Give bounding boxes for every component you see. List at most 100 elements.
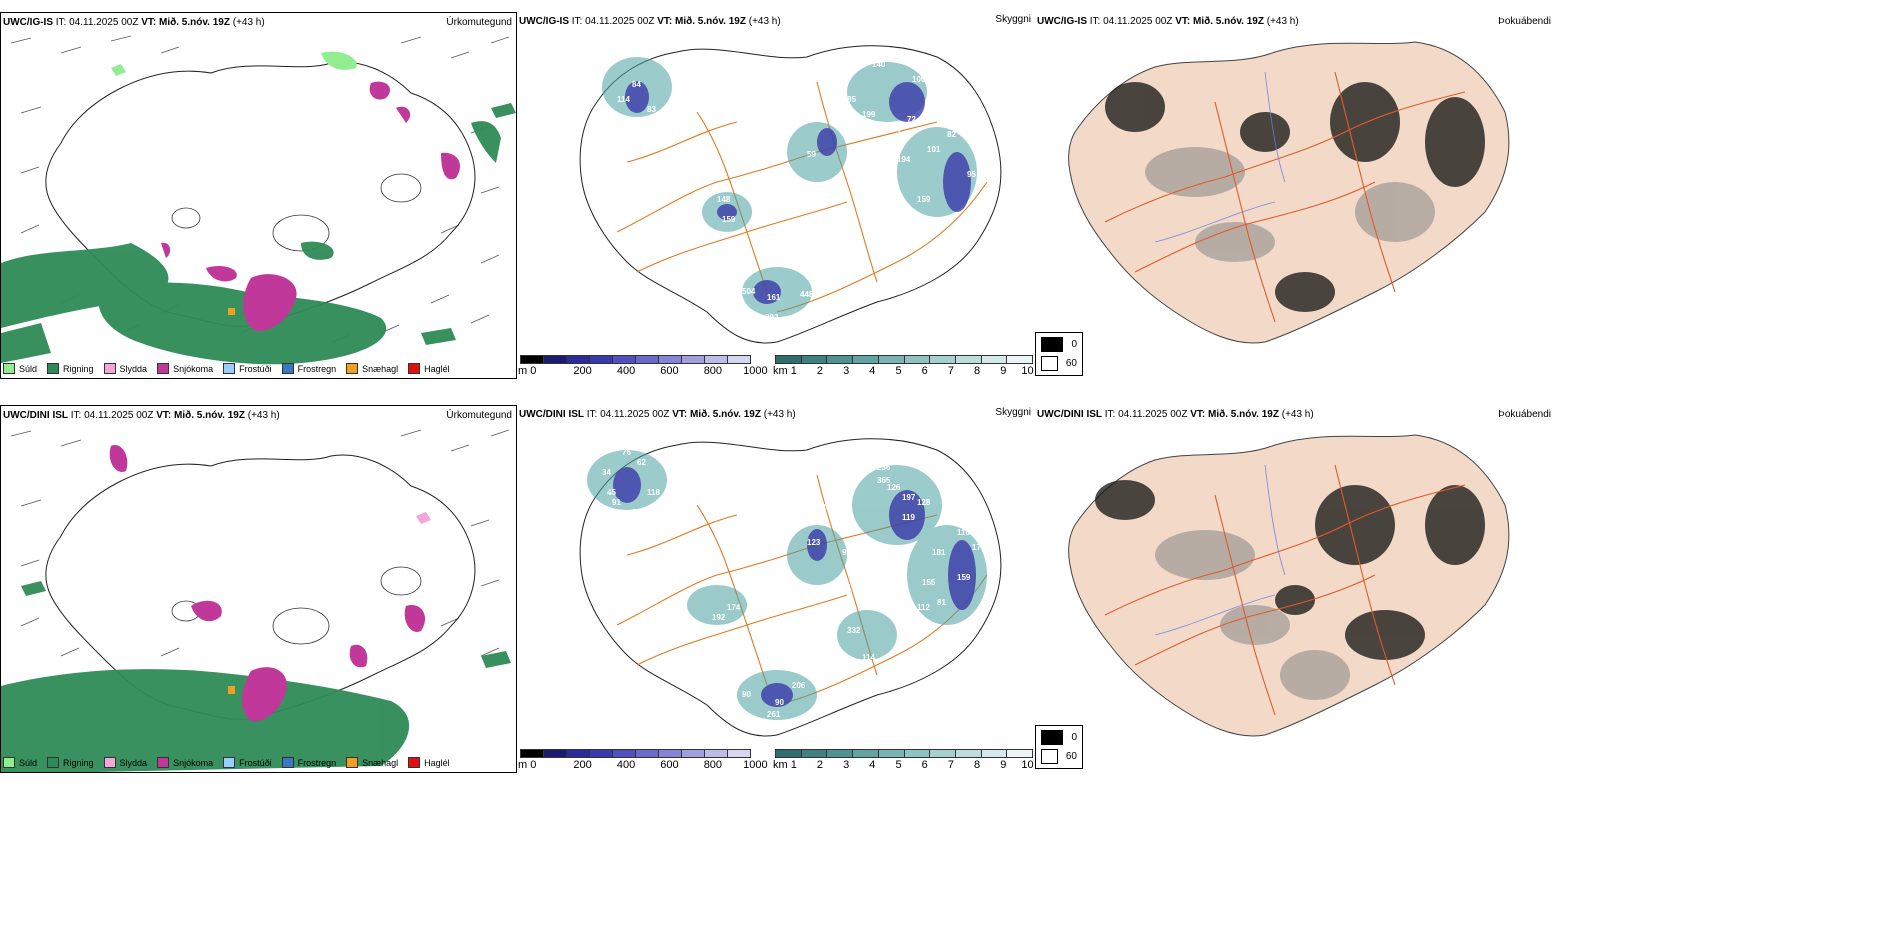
it-label: IT:: [1089, 16, 1101, 27]
svg-text:261: 261: [767, 710, 781, 719]
vt-value: Mið. 5.nóv. 19Z: [675, 16, 746, 27]
lead-time: (+43 h): [247, 410, 280, 421]
precip-legend: Súld Rigning Slydda Snjókoma Frostúði Fr…: [3, 363, 460, 374]
legend-item-sulda: Súld: [3, 757, 37, 768]
it-value: 04.11.2025 00Z: [1103, 16, 1173, 27]
tick: 5: [895, 365, 902, 377]
cloud-header-bottom: UWC/DINI ISL IT: 04.11.2025 00Z VT: Mið.…: [519, 409, 796, 420]
svg-text:206: 206: [792, 681, 806, 690]
vis-colorbar-top: km 1 2 3 4 5 6 7 8 9 10: [773, 355, 1034, 379]
svg-text:114: 114: [862, 653, 875, 662]
legend-item-frostregn: Frostregn: [281, 363, 336, 374]
svg-text:116: 116: [957, 528, 970, 537]
svg-text:148: 148: [717, 195, 731, 204]
legend-swatch: [47, 363, 60, 374]
tick: 800: [703, 759, 723, 771]
vis-colorbar-cells: [775, 355, 1034, 364]
tick: 200: [573, 759, 592, 771]
fog-header-top: UWC/IG-IS IT: 04.11.2025 00Z VT: Mið. 5.…: [1037, 16, 1299, 27]
svg-text:112: 112: [917, 603, 930, 612]
it-label: IT:: [55, 17, 67, 28]
svg-text:95: 95: [967, 170, 976, 179]
svg-text:99: 99: [842, 548, 851, 557]
cloud-panel-title: Skyggni: [995, 407, 1031, 418]
vt-label: VT:: [1175, 16, 1191, 27]
legend-swatch: [346, 363, 359, 374]
fog-key-row: 60: [1041, 356, 1077, 371]
it-value: 04.11.2025 00Z: [84, 410, 154, 421]
svg-text:82: 82: [947, 130, 956, 139]
legend-swatch: [281, 757, 294, 768]
tick: 6: [921, 365, 928, 377]
vis-colorbar-bottom: km 1 2 3 4 5 6 7 8 9 10: [773, 749, 1034, 773]
legend-item-snjokoma: Snjókoma: [157, 757, 213, 768]
svg-text:136: 136: [647, 523, 661, 532]
svg-text:91: 91: [612, 498, 621, 507]
tick: 3: [843, 365, 850, 377]
legend-item-rigning: Rigning: [47, 363, 94, 374]
vis-unit: km: [773, 759, 788, 771]
it-label: IT:: [1104, 409, 1116, 420]
svg-text:83: 83: [647, 105, 656, 114]
legend-label: Snæhagl: [362, 363, 399, 374]
tick: 600: [660, 759, 679, 771]
legend-item-rigning: Rigning: [47, 757, 94, 768]
svg-text:104: 104: [857, 573, 871, 582]
it-value: 04.11.2025 00Z: [585, 16, 655, 27]
model-name: UWC/IG-IS: [3, 17, 53, 28]
tick: 4: [869, 365, 876, 377]
legend-item-frostudi: Frostúði: [223, 757, 272, 768]
legend-item-frostregn: Frostregn: [281, 757, 336, 768]
legend-item-snaehagl: Snæhagl: [346, 757, 398, 768]
legend-label: Haglél: [424, 363, 450, 374]
vis-unit: km: [773, 365, 788, 377]
fog-key-label: 60: [1065, 751, 1077, 762]
svg-text:302: 302: [765, 313, 779, 322]
legend-swatch: [157, 757, 170, 768]
svg-text:85: 85: [847, 95, 856, 104]
svg-text:174: 174: [972, 543, 986, 552]
svg-text:114: 114: [617, 95, 630, 104]
svg-text:128: 128: [917, 498, 931, 507]
model-name: UWC/DINI ISL: [519, 409, 584, 420]
ceiling-labels: 76 62 34 45 91 93 118 136 138 105 123 17…: [602, 448, 986, 719]
legend-swatch: [223, 363, 236, 374]
legend-swatch: [103, 757, 116, 768]
svg-text:159: 159: [917, 195, 931, 204]
legend-label: Snæhagl: [362, 757, 399, 768]
tick: 5: [895, 759, 902, 771]
legend-label: Snjókoma: [173, 363, 214, 374]
svg-text:448: 448: [800, 290, 814, 299]
svg-text:199: 199: [862, 110, 876, 119]
cloud-map-top: 84 114 83 55 59 85 199 134 72 101 82 194…: [579, 45, 1002, 344]
precip-header-bottom: UWC/DINI ISL IT: 04.11.2025 00Z VT: Mið.…: [3, 410, 280, 421]
vt-value: Mið. 5.nóv. 19Z: [1208, 409, 1279, 420]
ceiling-colorbar-cells: [520, 749, 768, 758]
cloud-map-bottom: 76 62 34 45 91 93 118 136 138 105 123 17…: [579, 438, 1002, 737]
tick: 10: [1021, 365, 1034, 377]
model-name: UWC/DINI ISL: [1037, 409, 1102, 420]
fog-header-bottom: UWC/DINI ISL IT: 04.11.2025 00Z VT: Mið.…: [1037, 409, 1314, 420]
fog-key-swatch: [1041, 337, 1064, 352]
tick: 400: [616, 365, 636, 377]
tick: 7: [947, 759, 954, 771]
fog-key-swatch: [1041, 749, 1058, 764]
svg-text:90: 90: [775, 698, 784, 707]
fog-map-bottom: [1068, 434, 1510, 737]
legend-swatch: [346, 757, 359, 768]
it-value: 04.11.2025 00Z: [1118, 409, 1188, 420]
precip-map-bottom: [1, 429, 511, 772]
fog-key-top: 0 60: [1035, 332, 1083, 376]
cloud-panel-bottom: 76 62 34 45 91 93 118 136 138 105 123 17…: [517, 405, 1035, 773]
tick: 3: [843, 759, 850, 771]
fog-key-swatch: [1041, 356, 1058, 371]
svg-text:121: 121: [972, 135, 986, 144]
svg-text:72: 72: [907, 115, 916, 124]
fog-key-swatch: [1041, 730, 1064, 745]
legend-item-sulda: Súld: [3, 363, 37, 374]
tick: 2: [816, 365, 824, 377]
svg-text:504: 504: [742, 287, 756, 296]
fog-panel-title: Þokuábendi: [1498, 16, 1551, 27]
tick: 0: [530, 759, 537, 771]
svg-text:140: 140: [872, 60, 886, 69]
